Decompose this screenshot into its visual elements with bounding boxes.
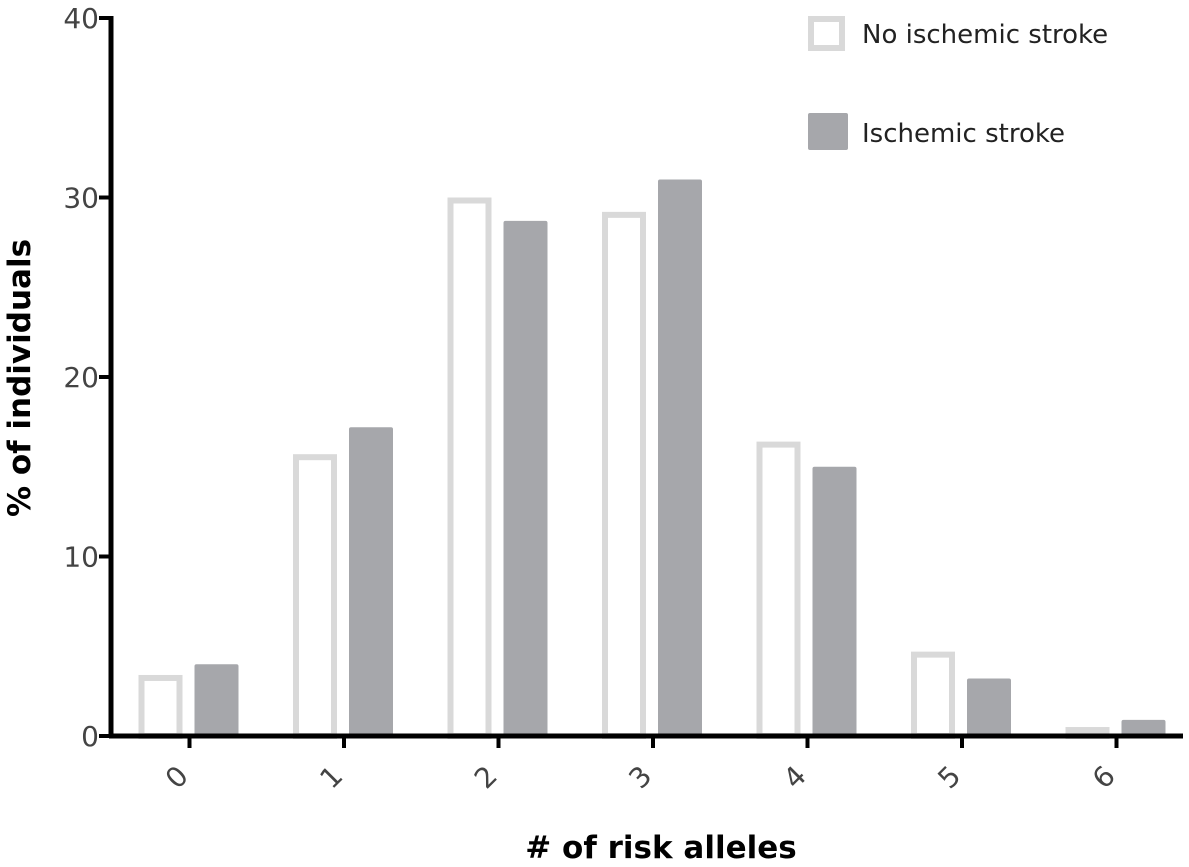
x-ticks-group: 0 1 2 3 4 5 6	[159, 736, 1122, 795]
bar-ischemic-stroke-3	[658, 179, 702, 737]
bar-ischemic-stroke-2	[503, 220, 548, 736]
legend-swatch-no-ischemic-stroke	[808, 16, 845, 51]
x-tick-label: 1	[313, 759, 349, 795]
y-tick-label: 30	[63, 182, 99, 215]
bar-no-ischemic-stroke-4	[756, 441, 801, 739]
y-tick-label: 0	[81, 720, 99, 753]
bar-no-ischemic-stroke-1	[293, 454, 337, 739]
bar-ischemic-stroke-6	[1121, 719, 1166, 736]
y-tick-label: 10	[63, 541, 99, 574]
x-tick-label: 0	[159, 759, 195, 795]
bar-no-ischemic-stroke-5	[911, 651, 955, 740]
x-tick-label: 3	[622, 759, 658, 795]
x-tick-label: 5	[931, 759, 967, 795]
bar-ischemic-stroke-4	[812, 466, 857, 736]
bar-ischemic-stroke-5	[967, 678, 1011, 736]
y-ticks-group: 0 10 20 30 40	[63, 2, 111, 753]
legend-label-no-ischemic-stroke: No ischemic stroke	[862, 20, 1108, 50]
y-axis-title: % of individuals	[2, 239, 38, 517]
y-tick-label: 20	[63, 361, 99, 394]
legend-label-ischemic-stroke: Ischemic stroke	[862, 119, 1065, 149]
y-tick-label: 40	[63, 2, 99, 35]
x-axis-title: # of risk alleles	[525, 830, 796, 866]
bar-no-ischemic-stroke-2	[447, 197, 492, 739]
x-tick-label: 2	[468, 759, 504, 795]
bar-no-ischemic-stroke-3	[602, 211, 646, 740]
legend: No ischemic stroke Ischemic stroke	[808, 16, 1108, 150]
x-tick-label: 6	[1086, 759, 1122, 795]
bar-no-ischemic-stroke-0	[138, 674, 183, 739]
bars-group	[138, 179, 1166, 740]
legend-swatch-ischemic-stroke	[808, 113, 848, 150]
bar-ischemic-stroke-1	[349, 427, 393, 736]
x-tick-label: 4	[777, 759, 813, 795]
bar-ischemic-stroke-0	[194, 664, 239, 736]
